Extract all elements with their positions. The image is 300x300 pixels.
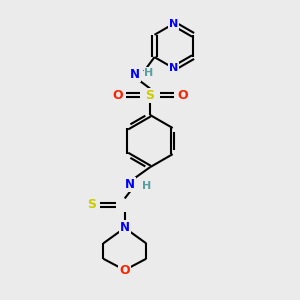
Text: H: H (145, 68, 154, 78)
Text: O: O (177, 88, 188, 101)
Text: N: N (169, 19, 178, 29)
Text: N: N (125, 178, 135, 191)
Text: S: S (88, 199, 97, 212)
Text: N: N (169, 63, 178, 73)
Text: H: H (142, 181, 151, 191)
Text: O: O (112, 88, 123, 101)
Text: N: N (130, 68, 140, 81)
Text: S: S (146, 88, 154, 101)
Text: N: N (120, 221, 130, 234)
Text: O: O (119, 264, 130, 277)
